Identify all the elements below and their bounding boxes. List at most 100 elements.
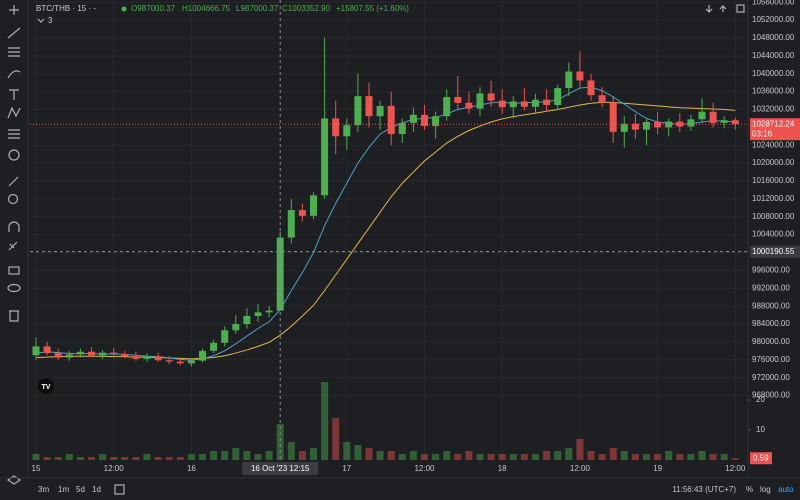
zoom-tool[interactable] — [7, 193, 19, 205]
volume-tick-label: 20 — [756, 395, 765, 404]
candle-body — [132, 356, 140, 359]
range-button[interactable]: 5d — [76, 485, 85, 494]
volume-bar — [310, 448, 317, 460]
ruler-tool[interactable] — [8, 176, 19, 187]
volume-bar — [398, 454, 406, 460]
candle-body — [243, 315, 251, 325]
logo-text: TV — [42, 384, 51, 391]
volume-bar — [165, 457, 173, 460]
collapse-button[interactable] — [705, 5, 713, 13]
volume-bar — [332, 418, 340, 460]
volume-bar — [698, 451, 706, 460]
y-tick-label: 1016000.00 — [752, 176, 795, 185]
candle-body — [532, 99, 539, 107]
y-tick-label: 984000.00 — [752, 319, 790, 328]
volume-bar — [210, 451, 218, 460]
volume-bar — [731, 458, 739, 460]
volume-bar — [54, 457, 62, 460]
y-tick-label: 1044000.00 — [752, 51, 795, 60]
crosshair-tool[interactable] — [9, 5, 19, 15]
volume-bar — [631, 454, 639, 460]
y-tick-label: 992000.00 — [752, 283, 790, 292]
candle-body — [409, 114, 417, 123]
line-tool[interactable] — [7, 27, 21, 39]
candle-body — [709, 111, 717, 123]
candle-body — [543, 99, 551, 106]
volume-bar — [88, 457, 95, 460]
volume-bar — [232, 448, 240, 460]
volume-bar — [687, 454, 695, 460]
forecast-tool[interactable] — [8, 129, 20, 139]
candle-body — [643, 122, 650, 130]
last-volume-tag — [750, 452, 772, 465]
y-tick-label: 1056000.00 — [752, 0, 795, 6]
range-button[interactable]: 3m — [38, 485, 49, 494]
candle-body — [398, 122, 406, 135]
text-tool[interactable] — [9, 89, 19, 100]
candle-body — [287, 210, 295, 238]
high: H1004666.75 — [182, 4, 231, 13]
volume-bar — [409, 451, 417, 460]
date-range-button[interactable] — [114, 484, 125, 495]
candle-body — [698, 111, 706, 120]
magnet-tool[interactable] — [8, 221, 20, 232]
volume-bar — [676, 454, 684, 460]
y-tick-label: 1004000.00 — [752, 230, 795, 239]
open: O987000.37 — [131, 4, 176, 13]
log-button[interactable]: log — [760, 485, 771, 494]
emoji-tool[interactable] — [8, 149, 20, 161]
volume-bar — [99, 454, 107, 460]
y-tick-label: 968000.00 — [752, 391, 790, 400]
indicator-toggle[interactable] — [37, 18, 45, 23]
candle-body — [465, 102, 473, 109]
volume-bar — [576, 439, 584, 460]
candle-body — [365, 96, 373, 117]
candle-body — [354, 96, 362, 126]
volume-bar — [432, 454, 440, 460]
last-volume: 0.59 — [753, 453, 769, 462]
volume-bar — [465, 451, 473, 460]
candle-body — [509, 101, 517, 108]
candle-body — [254, 312, 262, 316]
percent-button[interactable]: % — [746, 485, 753, 494]
visibility-tool[interactable] — [7, 283, 21, 293]
volume-bar — [343, 442, 351, 460]
volume-bar — [454, 454, 462, 460]
range-button[interactable]: 1d — [92, 485, 101, 494]
x-tick-label: 12:00 — [414, 464, 435, 473]
range-button[interactable]: 1m — [58, 485, 69, 494]
x-tick-label: 17 — [342, 464, 351, 473]
candle-body — [32, 346, 40, 356]
brush-tool[interactable] — [7, 70, 21, 79]
x-tick-label: 16 — [187, 464, 196, 473]
volume-bar — [476, 454, 484, 460]
draw-mode-tool[interactable] — [8, 241, 18, 251]
candle-body — [88, 351, 95, 356]
pattern-tool[interactable] — [7, 106, 21, 119]
volume-bar — [365, 448, 373, 460]
volume-bar — [598, 454, 606, 460]
status-dot — [121, 6, 127, 12]
volume-bar — [221, 451, 229, 460]
candle-body — [576, 71, 584, 81]
candle-body — [176, 361, 184, 364]
volume-bar — [243, 451, 251, 460]
lock-tool[interactable] — [8, 266, 20, 275]
expand-button[interactable] — [719, 5, 727, 12]
volume-bar — [65, 454, 73, 460]
volume-bar — [443, 451, 451, 460]
volume-tick-label: 10 — [756, 425, 765, 434]
volume-bar — [554, 451, 562, 460]
auto-button[interactable]: auto — [778, 485, 794, 494]
settings-button[interactable] — [736, 4, 745, 13]
left-toolbar — [6, 5, 22, 485]
layers-button[interactable] — [6, 475, 22, 485]
candle-body — [232, 324, 240, 331]
volume-bar — [509, 454, 517, 460]
volume-bar — [609, 448, 617, 460]
volume-bar — [665, 451, 673, 460]
fib-tool[interactable] — [8, 47, 20, 57]
volume-bar — [176, 457, 184, 460]
candle-body — [321, 118, 329, 196]
delete-tool[interactable] — [9, 310, 19, 322]
